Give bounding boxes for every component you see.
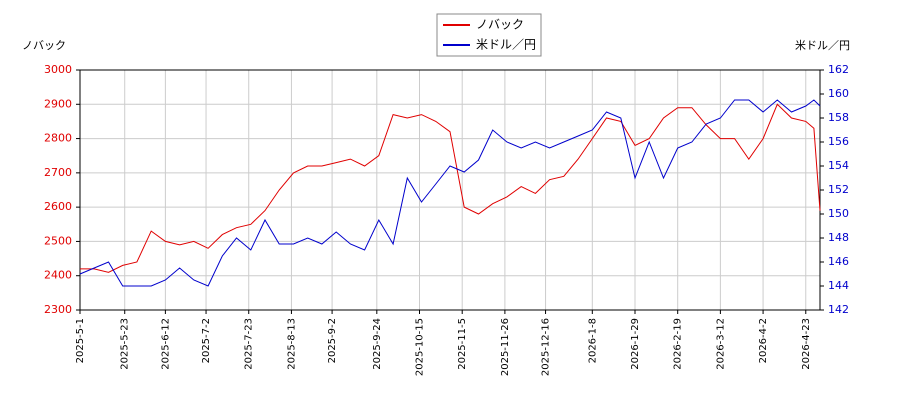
y-tick-label: 3000 [44,63,72,76]
x-tick-label: 2025-5-1 [75,318,86,363]
x-tick-label: 2025-12-16 [541,318,552,376]
y2-tick-label: 142 [828,303,849,316]
x-tick-label: 2025-11-26 [500,318,511,376]
y2-tick-label: 152 [828,183,849,196]
x-tick-label: 2025-10-15 [415,318,426,376]
x-tick-label: 2025-7-2 [201,318,212,363]
x-tick-label: 2026-1-8 [587,318,598,363]
y2-tick-label: 148 [828,231,849,244]
y-tick-label: 2500 [44,234,72,247]
y-tick-label: 2700 [44,166,72,179]
legend-label: ノバック [476,18,524,32]
series-line [79,99,821,287]
y-tick-label: 2400 [44,269,72,282]
x-tick-label: 2025-8-13 [286,318,297,370]
x-tick-label: 2025-7-23 [244,318,255,370]
x-tick-label: 2025-6-12 [160,318,171,370]
x-tick-label: 2025-9-24 [372,318,383,370]
y2-tick-label: 158 [828,111,849,124]
y2-tick-label: 162 [828,63,849,76]
y-axis-label: ノバック [22,39,66,52]
y2-tick-label: 146 [828,255,849,268]
y2-tick-label: 160 [828,87,849,100]
x-tick-label: 2026-3-12 [715,318,726,370]
series-line [80,103,821,273]
plot-frame [79,69,821,311]
y2-tick-label: 154 [828,159,849,172]
x-tick-label: 2026-1-29 [630,318,641,370]
y2-tick-label: 156 [828,135,849,148]
y-tick-label: 2600 [44,200,72,213]
x-tick-label: 2026-4-23 [801,318,812,370]
legend-label: 米ドル／円 [476,38,536,52]
y-tick-label: 2800 [44,132,72,145]
x-tick-label: 2026-2-19 [673,318,684,370]
legend [436,13,542,57]
y2-tick-label: 144 [828,279,849,292]
y-tick-label: 2300 [44,303,72,316]
y-tick-label: 2900 [44,97,72,110]
x-tick-label: 2025-5-23 [120,318,131,370]
y2-tick-label: 150 [828,207,849,220]
y2-axis-label: 米ドル／円 [795,39,850,52]
x-tick-label: 2025-11-5 [457,318,468,370]
x-tick-label: 2025-9-2 [327,318,338,363]
x-tick-label: 2026-4-2 [758,318,769,363]
